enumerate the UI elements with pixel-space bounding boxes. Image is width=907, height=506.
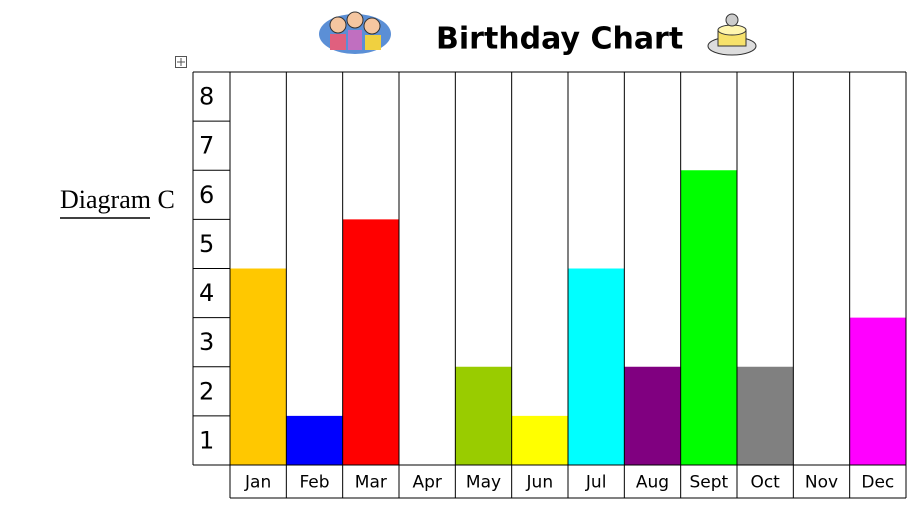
- clipart-family: [319, 12, 391, 54]
- bar: [737, 367, 793, 465]
- y-tick-label: 8: [199, 83, 214, 111]
- table-handle: [176, 57, 187, 68]
- y-tick-label: 3: [199, 328, 214, 356]
- x-tick-label: Oct: [750, 473, 780, 493]
- bar: [850, 318, 906, 465]
- bar: [286, 416, 342, 465]
- y-tick-label: 2: [199, 377, 214, 405]
- bar: [512, 416, 568, 465]
- x-tick-label: Nov: [805, 473, 838, 493]
- bar: [568, 269, 624, 466]
- bar: [455, 367, 511, 465]
- x-tick-label: May: [466, 473, 501, 493]
- diagram-label: Diagram C: [60, 185, 175, 214]
- chart-title: Birthday Chart: [436, 22, 683, 57]
- y-tick-label: 5: [199, 230, 214, 258]
- bar: [624, 367, 680, 465]
- y-tick-label: 6: [199, 181, 214, 209]
- x-tick-label: Jan: [244, 473, 271, 493]
- x-tick-label: Feb: [299, 473, 329, 493]
- page: Diagram C Birthday Chart Jan Feb Mar Apr May…: [0, 0, 907, 506]
- clipart-cake: [708, 14, 756, 55]
- x-tick-label: Aug: [636, 473, 669, 493]
- bar: [343, 219, 399, 465]
- y-tick-label: 4: [199, 279, 214, 307]
- x-tick-label: Apr: [412, 473, 441, 493]
- y-tick-label: 7: [199, 132, 214, 160]
- y-tick-label: 1: [199, 426, 214, 454]
- x-tick-label: Sept: [689, 473, 728, 493]
- x-tick-label: Dec: [861, 473, 894, 493]
- bar: [681, 170, 737, 465]
- x-tick-label: Mar: [355, 473, 387, 493]
- x-tick-label: Jul: [585, 473, 607, 493]
- bar: [230, 269, 286, 466]
- x-tick-label: Jun: [526, 473, 554, 493]
